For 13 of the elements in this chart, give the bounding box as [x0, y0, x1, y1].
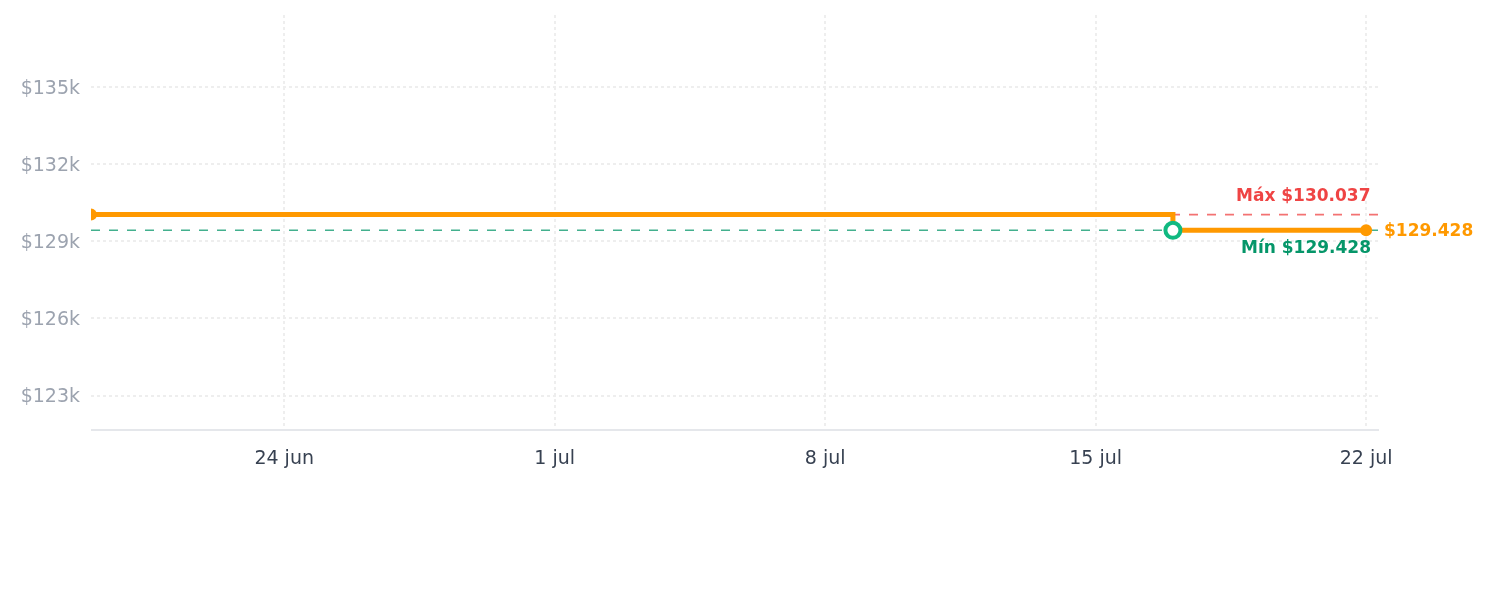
x-tick-label: 24 jun [254, 445, 314, 468]
y-tick-label: $132k [20, 152, 80, 175]
annotation: $129.428 [1384, 220, 1474, 240]
ref-line-label: Mín $129.428 [1241, 237, 1372, 257]
y-tick-label: $123k [20, 384, 80, 407]
x-tick-label: 8 jul [804, 445, 846, 468]
y-tick-label: $129k [20, 229, 80, 252]
x-tick-label: 22 jul [1339, 445, 1393, 468]
y-tick-label: $135k [20, 75, 80, 98]
y-tick-label: $126k [20, 307, 80, 330]
x-tick-label: 1 jul [534, 445, 576, 468]
x-tick-label: 15 jul [1069, 445, 1123, 468]
ref-line-label: Máx $130.037 [1236, 185, 1371, 205]
